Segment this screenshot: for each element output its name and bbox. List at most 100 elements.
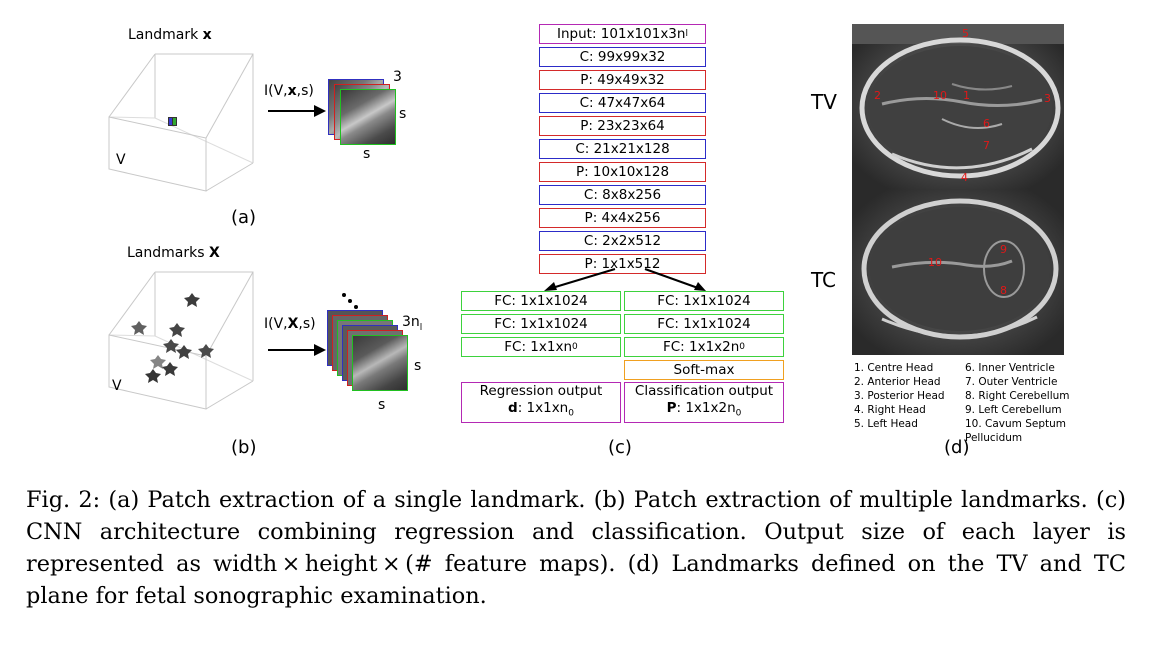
legend-item: 6. Inner Ventricle — [965, 362, 1055, 374]
patch-layer-front — [352, 335, 408, 391]
regression-fc-3-text: FC: 1x1xn — [504, 339, 572, 355]
conv-layer-5: C: 21x21x128 — [539, 139, 706, 159]
regression-fc-3-sub: 0 — [572, 342, 578, 352]
landmark-legend-left: 1. Centre Head 2. Anterior Head 3. Poste… — [854, 361, 945, 431]
input-layer-sub: l — [685, 29, 688, 39]
classification-fc-2: FC: 1x1x1024 — [624, 314, 784, 334]
tc-landmark-8: 8 — [1000, 284, 1007, 297]
conv-layer-1: C: 99x99x32 — [539, 47, 706, 67]
input-layer: Input: 101x101x3n l — [539, 24, 706, 44]
panel-a-op-suffix: ,s) — [296, 83, 314, 99]
regression-output-size: d: 1x1xn0 — [508, 400, 574, 423]
arrow-right-icon — [268, 105, 326, 117]
tv-landmark-2: 2 — [874, 89, 881, 102]
classification-output-size: P: 1x1x2n0 — [667, 400, 742, 423]
panel-b-title-text: Landmarks — [127, 245, 209, 261]
legend-item: 9. Left Cerebellum — [965, 404, 1062, 416]
classification-output-sub: 0 — [735, 408, 742, 419]
pool-layer-6: P: 10x10x128 — [539, 162, 706, 182]
legend-item: 4. Right Head — [854, 404, 926, 416]
figure-caption: Fig. 2: (a) Patch extraction of a single… — [26, 484, 1126, 612]
pool-layer-4: P: 23x23x64 — [539, 116, 706, 136]
tv-landmark-3: 3 — [1044, 92, 1051, 105]
caption-fig-number: Fig. 2: — [26, 487, 101, 513]
panel-c-label: (c) — [608, 437, 632, 458]
classification-output-symbol: P — [666, 399, 677, 416]
tv-plane-label: TV — [811, 90, 837, 114]
classification-fc-3-sub: 0 — [739, 342, 746, 352]
panel-b-title-symbol: X — [208, 245, 220, 261]
legend-item: 10. Cavum Septum — [965, 418, 1067, 430]
legend-item: 7. Outer Ventricle — [965, 376, 1058, 388]
tc-ultrasound-image — [852, 189, 1064, 355]
landmark-legend-right: 6. Inner Ventricle 7. Outer Ventricle 8.… — [965, 361, 1070, 445]
classification-fc-3: FC: 1x1x2n 0 — [624, 337, 784, 357]
volume-cube-single — [108, 53, 254, 192]
panel-a-op-symbol: x — [287, 83, 297, 99]
tv-ultrasound-image — [852, 24, 1064, 189]
regression-output-rest: : 1x1xn — [517, 399, 569, 416]
tv-landmark-4: 4 — [961, 171, 968, 184]
panel-a-size-bottom: s — [363, 146, 371, 162]
tv-landmark-7: 7 — [983, 139, 990, 152]
panel-a-stack-count: 3 — [393, 69, 402, 85]
tc-landmark-10: 10 — [928, 256, 942, 269]
panel-b-stack-count-sub: l — [419, 322, 423, 333]
regression-fc-3: FC: 1x1xn 0 — [461, 337, 621, 357]
panel-a-operator: I(V,x,s) — [264, 83, 314, 99]
panel-b-label: (b) — [231, 437, 257, 458]
regression-fc-2: FC: 1x1x1024 — [461, 314, 621, 334]
tv-landmark-5: 5 — [962, 27, 969, 40]
branch-arrows — [544, 268, 706, 291]
panel-d-label: (d) — [944, 437, 970, 458]
legend-item: 2. Anterior Head — [854, 376, 941, 388]
classification-output-rest: : 1x1x2n — [676, 399, 736, 416]
volume-cube-multiple — [108, 271, 254, 410]
landmark-markers — [131, 293, 214, 383]
tv-landmark-10: 10 — [933, 89, 947, 102]
pool-layer-10: P: 1x1x512 — [539, 254, 706, 274]
tv-landmark-1: 1 — [963, 89, 970, 102]
regression-output-title: Regression output — [479, 382, 603, 399]
arrow-right-icon — [268, 344, 326, 356]
legend-item: 3. Posterior Head — [854, 390, 945, 402]
ellipsis-dots-icon — [342, 293, 358, 309]
panel-a-label: (a) — [231, 207, 257, 228]
regression-output-sub: 0 — [568, 408, 574, 419]
input-layer-text: Input: 101x101x3n — [557, 26, 686, 42]
pool-layer-2: P: 49x49x32 — [539, 70, 706, 90]
tc-plane-label: TC — [811, 268, 837, 292]
conv-layer-7: C: 8x8x256 — [539, 185, 706, 205]
caption-text: (a) Patch extraction of a single landmar… — [26, 487, 1126, 609]
legend-item: 5. Left Head — [854, 418, 918, 430]
panel-b-op-prefix: I(V, — [264, 316, 288, 332]
regression-output-symbol: d — [508, 399, 518, 416]
panel-a-volume-label: V — [116, 152, 126, 168]
panel-b-stack-count-main: 3n — [402, 314, 420, 330]
classification-output-title: Classification output — [634, 382, 774, 399]
panel-b-stack-count: 3nl — [402, 314, 422, 333]
landmark-marker — [168, 117, 177, 126]
panel-b-operator: I(V,X,s) — [264, 316, 316, 332]
classification-fc-1: FC: 1x1x1024 — [624, 291, 784, 311]
panel-a-op-prefix: I(V, — [264, 83, 288, 99]
panel-b-op-suffix: ,s) — [298, 316, 316, 332]
panel-b-size-right: s — [414, 358, 422, 374]
patch-channel-1 — [340, 89, 396, 145]
conv-layer-9: C: 2x2x512 — [539, 231, 706, 251]
legend-item: 8. Right Cerebellum — [965, 390, 1070, 402]
regression-fc-1: FC: 1x1x1024 — [461, 291, 621, 311]
panel-a-size-right: s — [399, 106, 407, 122]
panel-a-title: Landmark x — [128, 27, 212, 43]
panel-a-title-symbol: x — [202, 27, 212, 43]
classification-fc-3-text: FC: 1x1x2n — [662, 339, 740, 355]
softmax-layer: Soft-max — [624, 360, 784, 380]
classification-output: Classification output P: 1x1x2n0 — [624, 382, 784, 423]
panel-b-op-symbol: X — [287, 316, 299, 332]
tc-landmark-9: 9 — [1000, 243, 1007, 256]
pool-layer-8: P: 4x4x256 — [539, 208, 706, 228]
panel-b-volume-label: V — [112, 378, 122, 394]
regression-output: Regression output d: 1x1xn0 — [461, 382, 621, 423]
conv-layer-3: C: 47x47x64 — [539, 93, 706, 113]
panel-b-title: Landmarks X — [127, 245, 220, 261]
